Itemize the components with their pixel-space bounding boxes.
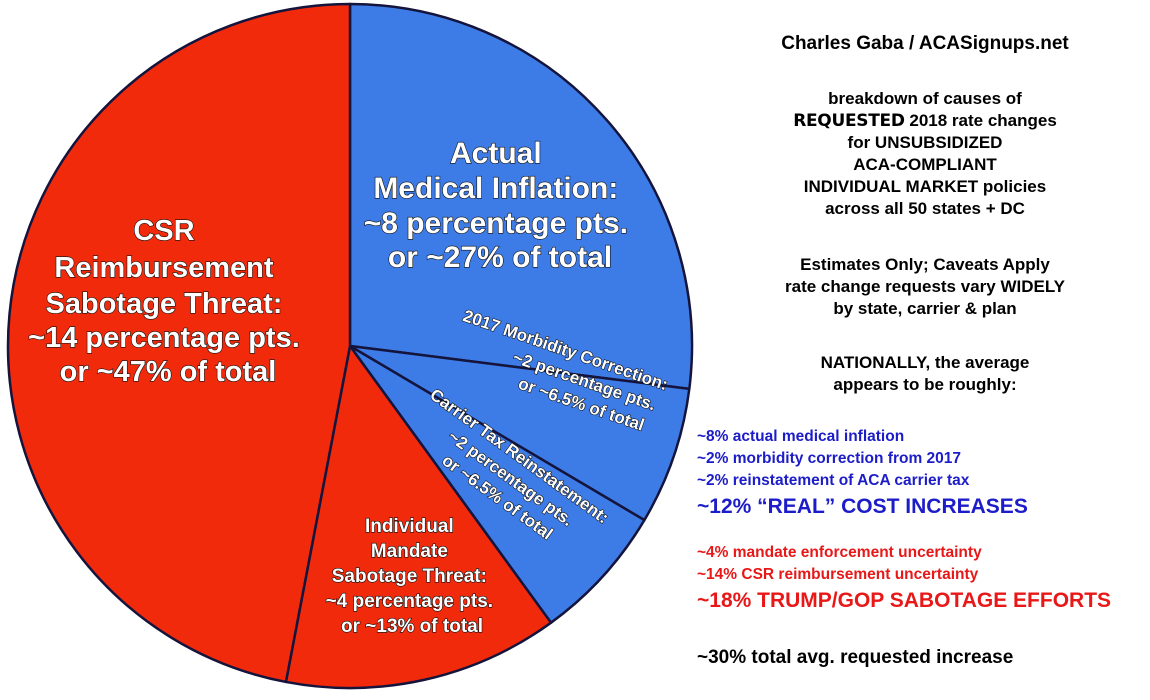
description-text: 2018 rate changes [904,111,1057,130]
pie-chart: Actual Medical Inflation: ~8 percentage … [6,2,694,690]
description-line: ACA-COMPLIANT [853,155,997,174]
sabotage-list: ~4% mandate enforcement uncertainty ~14%… [697,542,1111,616]
caveat-line: rate change requests vary WIDELY [785,277,1065,296]
description: breakdown of causes of REQUESTED 2018 ra… [700,88,1150,220]
credit: Charles Gaba / ACASignups.net [781,33,1069,54]
sabotage-item: ~14% CSR reimbursement uncertainty [697,566,979,583]
slice-label-csr: CSR Reimbursement Sabotage Threat: ~14 p… [28,215,308,388]
caveat-line: by state, carrier & plan [833,299,1017,318]
requested-emphasis: REQUESTED [793,111,905,131]
description-line: for UNSUBSIDIZED [847,133,1003,152]
national-intro: NATIONALLY, the average appears to be ro… [700,352,1150,396]
grand-total: ~30% total avg. requested increase [697,647,1014,668]
real-cost-list: ~8% actual medical inflation ~2% morbidi… [697,426,1028,522]
description-line: across all 50 states + DC [825,199,1025,218]
real-cost-item: ~8% actual medical inflation [697,428,905,445]
caveat-line: Estimates Only; Caveats Apply [800,255,1050,274]
national-line: appears to be roughly: [833,375,1017,394]
description-line: breakdown of causes of [828,89,1022,108]
pie-slice-individual-mandate-sabotage-threat [284,344,553,690]
pie-slice-actual-medical-inflation [348,2,694,391]
caveats: Estimates Only; Caveats Apply rate chang… [700,254,1150,320]
pie-slice-csr-reimbursement-sabotage-threat [6,2,352,684]
description-line: REQUESTED 2018 rate changes [700,110,1150,132]
pie-slice-2017-morbidity-correction [348,344,691,522]
description-line: INDIVIDUAL MARKET policies [803,177,1047,196]
real-cost-item: ~2% morbidity correction from 2017 [697,450,962,467]
real-cost-item: ~2% reinstatement of ACA carrier tax [697,472,970,489]
real-cost-total: ~12% “REAL” COST INCREASES [697,495,1028,518]
sabotage-total: ~18% TRUMP/GOP SABOTAGE EFFORTS [697,589,1112,612]
slice-label-medical-inflation: Actual Medical Inflation: ~8 percentage … [364,137,637,274]
slice-label-individual-mandate: Individual Mandate Sabotage Threat: ~4 p… [326,516,499,637]
pie-slice-carrier-tax-reinstatement [348,344,646,624]
sabotage-item: ~4% mandate enforcement uncertainty [697,544,982,561]
national-line: NATIONALLY, the average [820,353,1030,372]
